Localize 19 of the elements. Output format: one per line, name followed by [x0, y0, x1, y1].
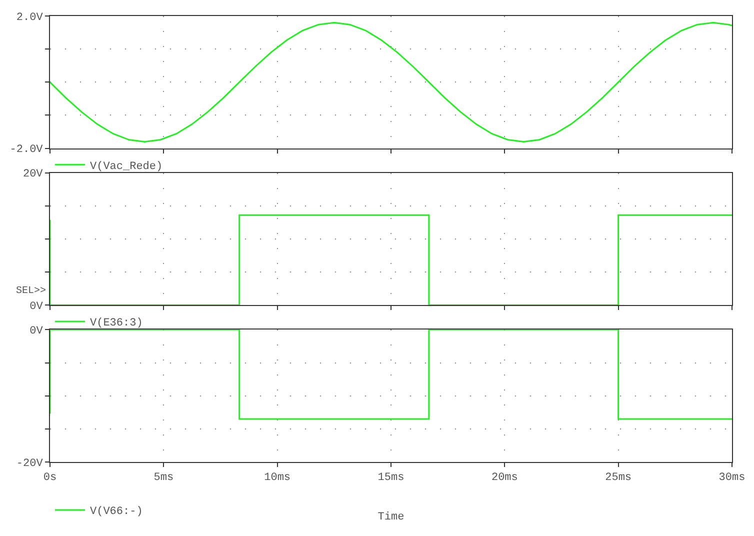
- x-tick-label: 10ms: [264, 472, 291, 484]
- x-tick-label: 5ms: [154, 472, 174, 484]
- x-axis-title: Time: [378, 511, 404, 524]
- x-tick-label: 15ms: [378, 472, 404, 484]
- legend-label: V(V66:-): [90, 506, 143, 518]
- y-tick-label: 0V: [30, 326, 44, 338]
- x-tick-label: 0s: [43, 472, 57, 484]
- y-tick-label: -2.0V: [10, 144, 44, 156]
- y-tick-label: -20V: [16, 458, 44, 470]
- x-tick-label: 25ms: [605, 472, 632, 484]
- legend-label: V(E36:3): [90, 318, 143, 330]
- y-tick-label: 0V: [30, 301, 44, 314]
- line-series: [50, 22, 732, 142]
- y-tick-label: 20V: [22, 168, 44, 181]
- y-tick-label: 2.0V: [16, 12, 44, 24]
- x-tick-label: 30ms: [718, 472, 746, 484]
- x-tick-label: 20ms: [491, 472, 518, 484]
- text: SEL>>: [16, 286, 46, 297]
- legend-label: V(Vac_Rede): [90, 160, 163, 173]
